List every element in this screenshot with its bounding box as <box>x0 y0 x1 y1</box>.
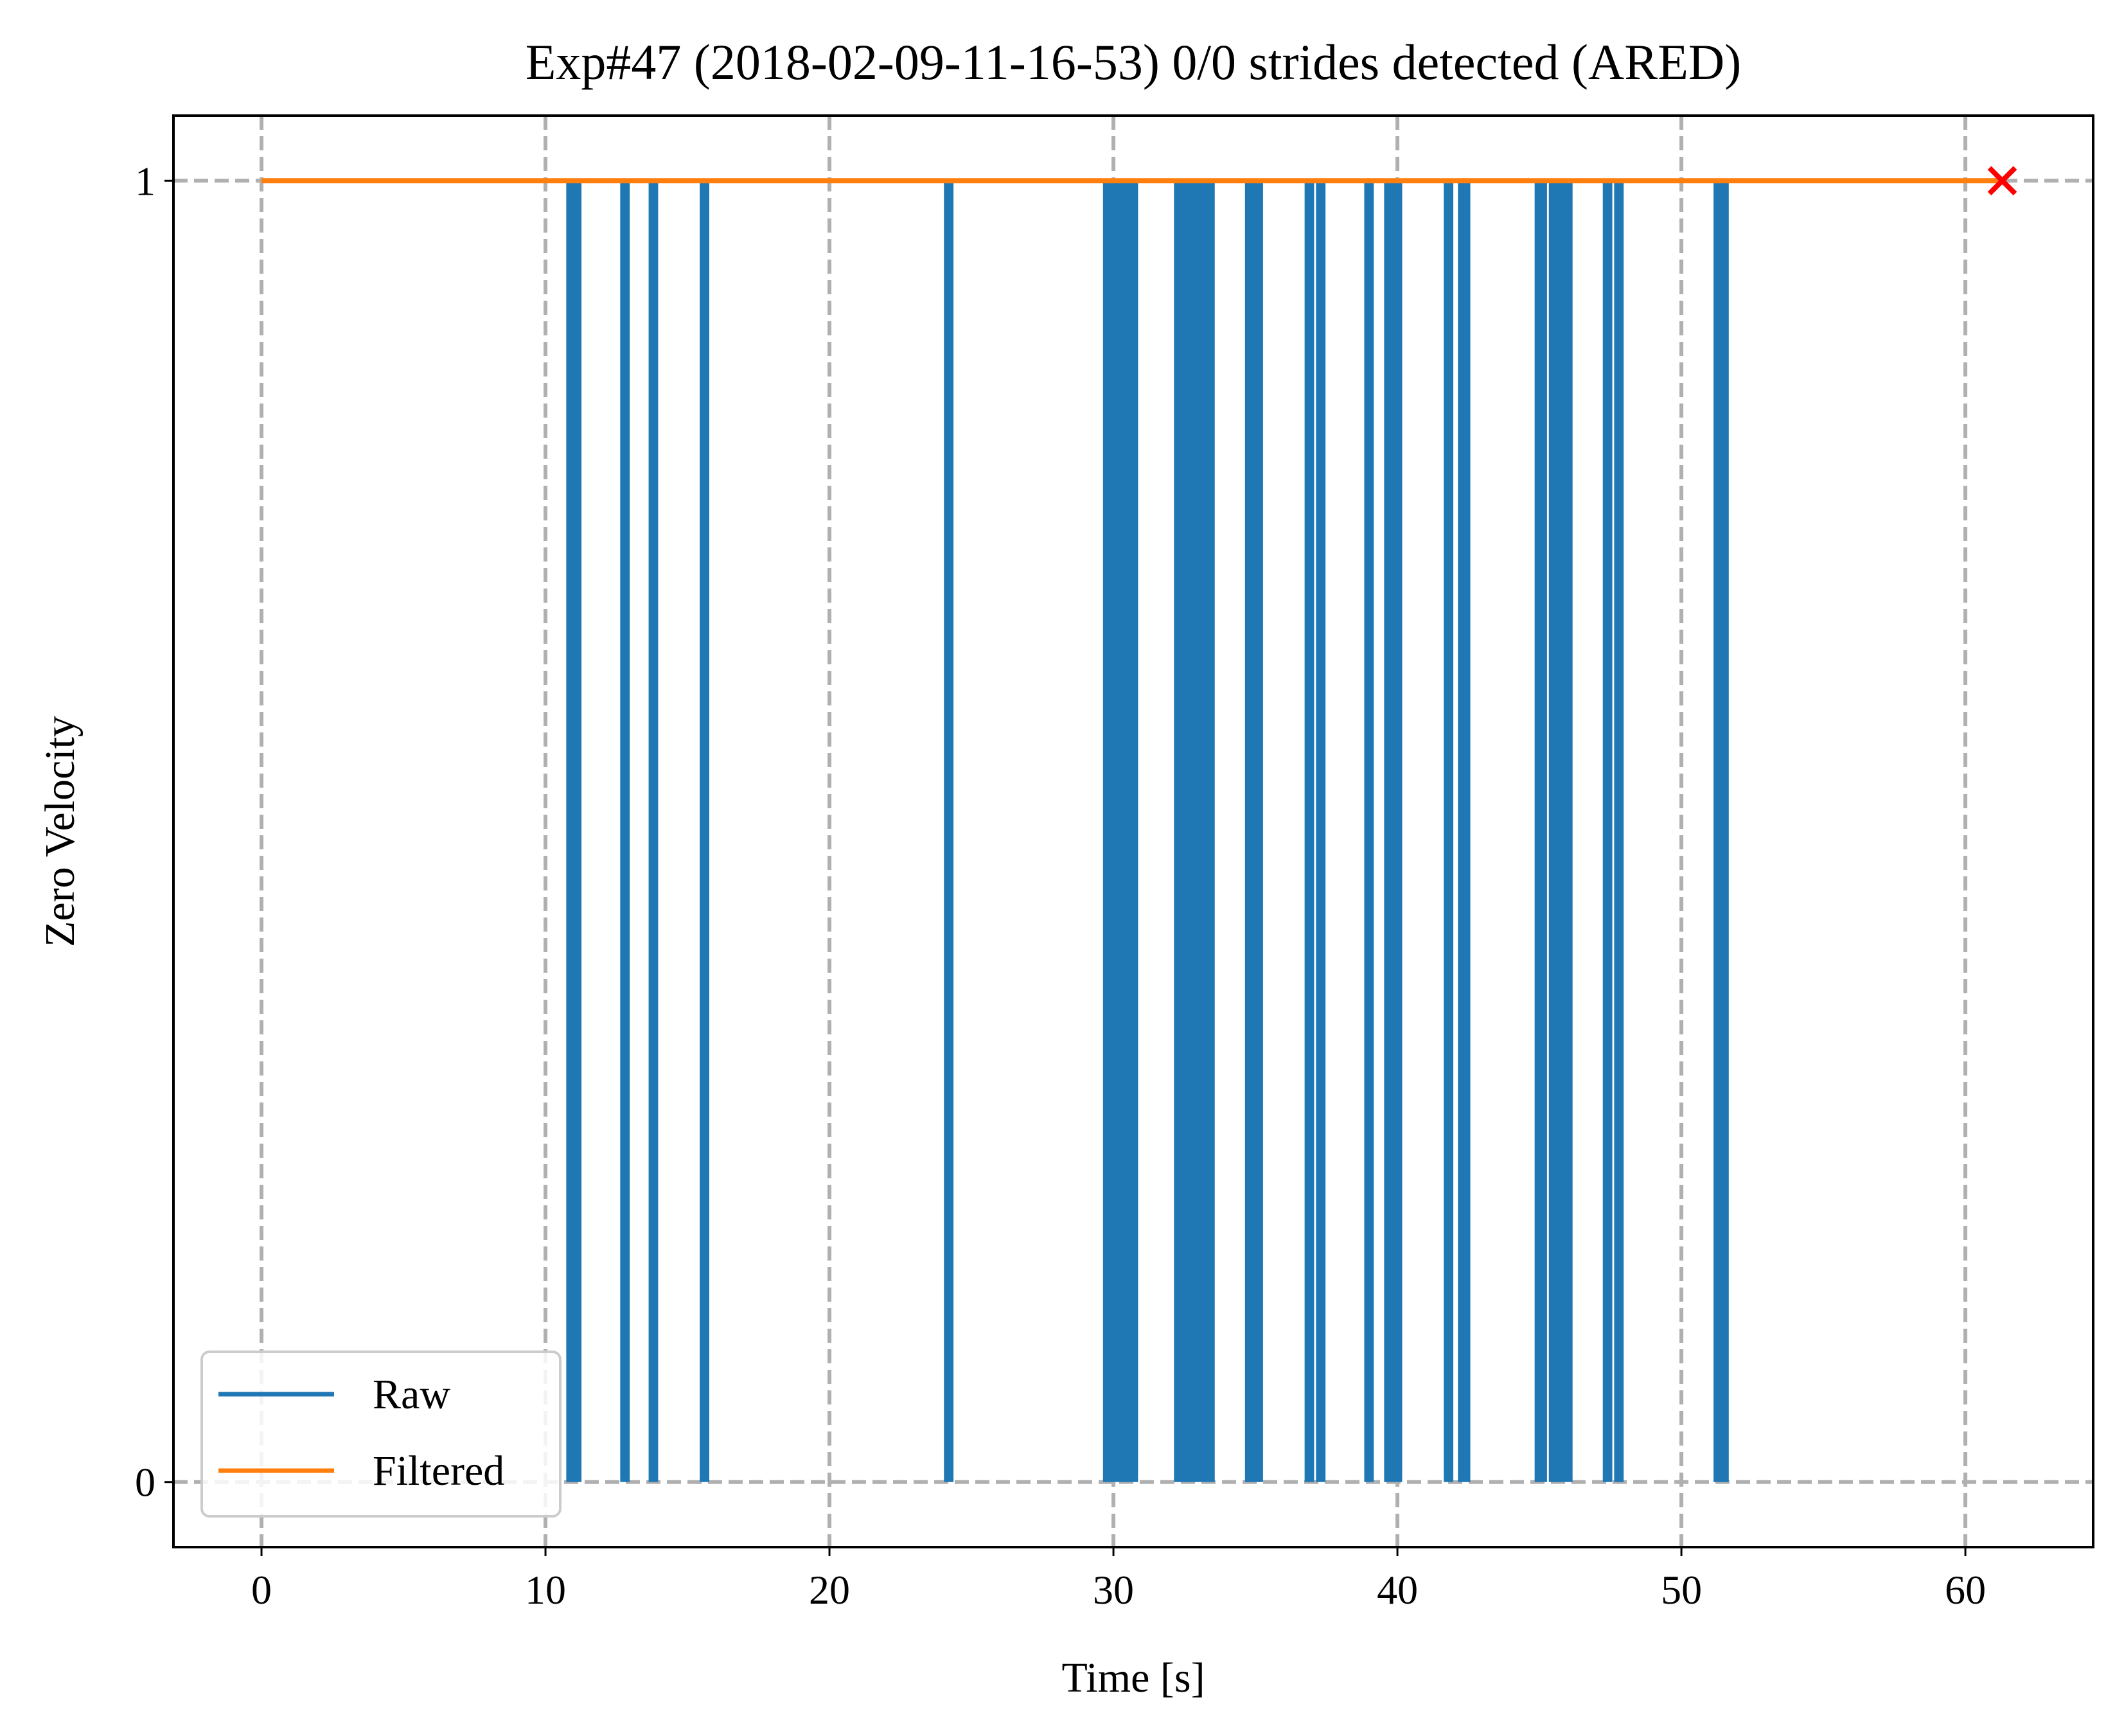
raw-zero-interval <box>1102 181 1138 1482</box>
raw-zero-interval <box>1614 181 1624 1482</box>
x-tick-label: 60 <box>1945 1567 1986 1613</box>
raw-zero-interval <box>1174 181 1187 1482</box>
raw-zero-interval <box>1713 181 1729 1482</box>
legend-raw-label: Raw <box>373 1371 450 1418</box>
end-marker-stroke <box>1987 166 2017 196</box>
x-tick-label: 20 <box>809 1567 850 1613</box>
raw-zero-interval <box>1244 181 1263 1482</box>
raw-zero-interval <box>648 181 659 1482</box>
x-tick-label: 0 <box>251 1567 272 1613</box>
raw-zero-interval <box>1384 181 1403 1482</box>
raw-zero-interval <box>944 181 954 1482</box>
raw-zero-interval <box>1304 181 1314 1482</box>
plot-frame <box>172 114 2094 1548</box>
chart-title: Exp#47 (2018-02-09-11-16-53) 0/0 strides… <box>526 34 1742 90</box>
raw-zero-interval <box>1548 181 1573 1482</box>
raw-zero-interval <box>1185 181 1215 1482</box>
x-tick-label: 40 <box>1377 1567 1418 1613</box>
y-tick-label: 1 <box>135 158 155 204</box>
end-markers <box>1987 166 2017 196</box>
raw-zero-interval <box>700 181 709 1482</box>
x-tick-label: 30 <box>1093 1567 1134 1613</box>
raw-series <box>566 181 1729 1482</box>
x-tick-label: 50 <box>1661 1567 1702 1613</box>
raw-zero-interval <box>1316 181 1326 1482</box>
raw-zero-interval <box>1444 181 1454 1482</box>
x-tick-label: 10 <box>525 1567 566 1613</box>
raw-zero-interval <box>1534 181 1547 1482</box>
y-axis-label: Zero Velocity <box>37 716 84 947</box>
axis-ticks: 0 10 20 30 40 50 60 0 1 <box>135 158 1986 1613</box>
raw-zero-interval <box>620 181 630 1482</box>
raw-zero-interval <box>1602 181 1613 1482</box>
legend-filtered-label: Filtered <box>373 1448 504 1494</box>
raw-zero-interval <box>566 181 582 1482</box>
y-tick-label: 0 <box>135 1460 155 1505</box>
x-axis-label: Time [s] <box>1061 1654 1205 1701</box>
end-marker-x <box>1987 166 2017 196</box>
raw-zero-interval <box>1364 181 1374 1482</box>
legend: Raw Filtered <box>200 1351 562 1518</box>
raw-zero-interval <box>1458 181 1471 1482</box>
